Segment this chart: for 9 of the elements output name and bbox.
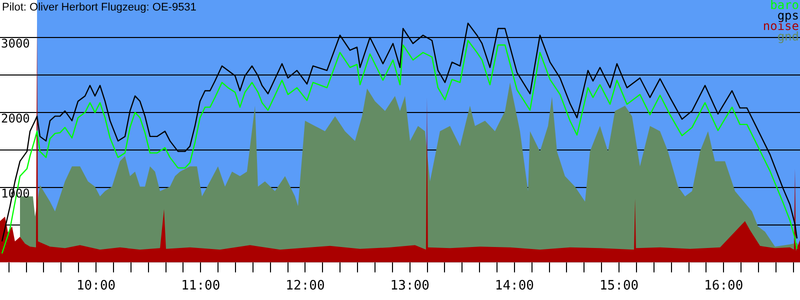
- x-tick-label: 11:00: [181, 278, 220, 294]
- x-tick-label: 12:00: [286, 278, 325, 294]
- x-tick-label: 15:00: [599, 278, 639, 294]
- x-tick-label: 13:00: [390, 278, 430, 294]
- x-tick-label: 10:00: [76, 278, 116, 294]
- y-tick-label: 3000: [1, 36, 30, 51]
- x-tick-label: 14:00: [494, 278, 534, 294]
- x-tick-label: 16:00: [704, 278, 744, 294]
- y-tick-label: 2000: [1, 112, 30, 126]
